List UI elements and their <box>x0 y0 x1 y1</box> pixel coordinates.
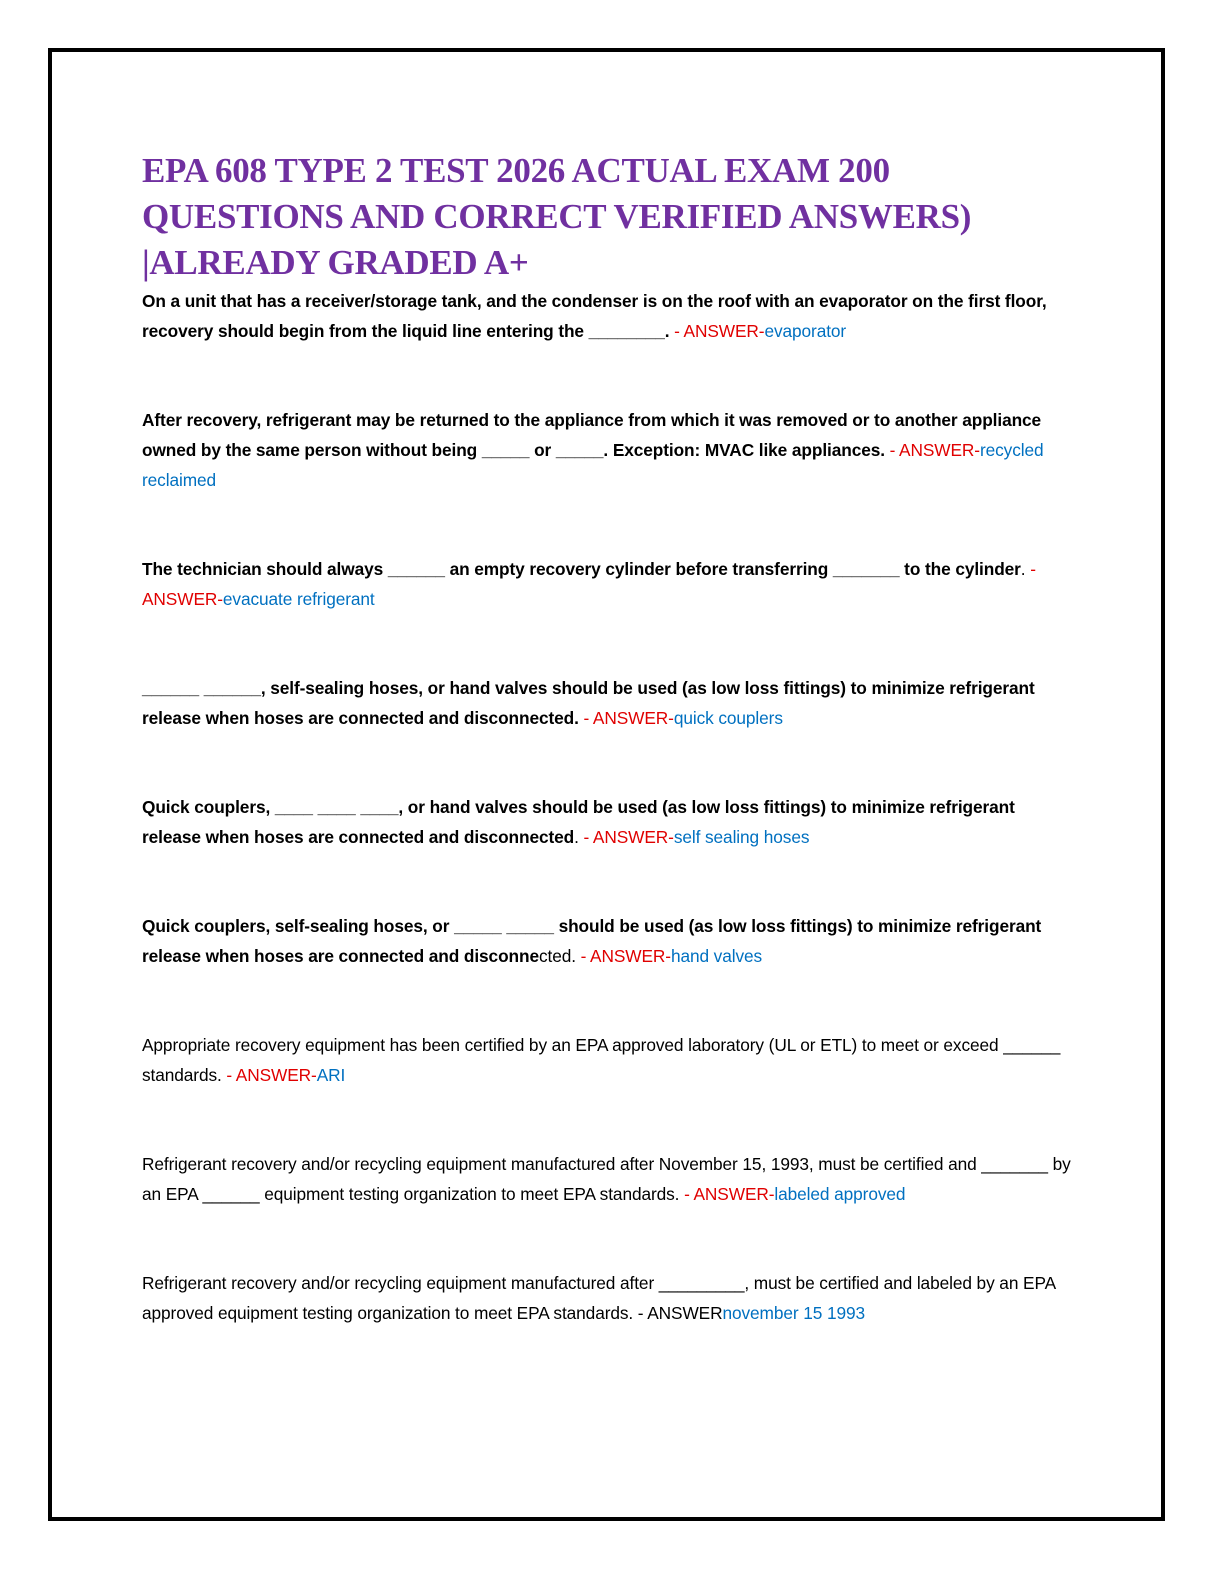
question: Appropriate recovery equipment has been … <box>142 1030 1072 1090</box>
question: Quick couplers, self-sealing hoses, or _… <box>142 911 1072 971</box>
question: After recovery, refrigerant may be retur… <box>142 405 1072 495</box>
segment-answer: november 15 1993 <box>722 1303 865 1323</box>
segment-marker: - ANSWER- <box>578 708 674 728</box>
segment-bold: After recovery, refrigerant may be retur… <box>142 410 1042 460</box>
title-line: |ALREADY GRADED A+ <box>142 243 529 282</box>
title-line: QUESTIONS AND CORRECT VERIFIED ANSWERS) <box>142 197 972 236</box>
segment-plain: Refrigerant recovery and/or recycling eq… <box>142 1273 1056 1323</box>
segment-answer: hand valves <box>670 946 763 966</box>
segment-answer: self sealing hoses <box>673 827 810 847</box>
segment-answer: evacuate refrigerant <box>222 589 375 609</box>
question: On a unit that has a receiver/storage ta… <box>142 286 1072 346</box>
question: Refrigerant recovery and/or recycling eq… <box>142 1149 1072 1209</box>
segment-answer: quick couplers <box>673 708 783 728</box>
question: Refrigerant recovery and/or recycling eq… <box>142 1268 1072 1328</box>
segment-marker: - ANSWER- <box>575 946 671 966</box>
segment-answer: ARI <box>316 1065 346 1085</box>
segment-answer: evaporator <box>764 321 847 341</box>
title: EPA 608 TYPE 2 TEST 2026 ACTUAL EXAM 200… <box>142 148 1072 286</box>
page-border <box>48 48 1165 1521</box>
questions: On a unit that has a receiver/storage ta… <box>142 286 1072 1328</box>
segment-plain: Refrigerant recovery and/or recycling eq… <box>142 1154 1071 1204</box>
segment-marker: - ANSWER- <box>142 559 1036 609</box>
segment-bold: On a unit that has a receiver/storage ta… <box>142 291 1047 341</box>
question: ______ ______, self-sealing hoses, or ha… <box>142 673 1072 733</box>
segment-bold: Quick couplers, ____ ____ ____, or hand … <box>142 797 1015 847</box>
segment-bold: Quick couplers, self-sealing hoses, or _… <box>142 916 1042 966</box>
content: EPA 608 TYPE 2 TEST 2026 ACTUAL EXAM 200… <box>142 148 1072 1387</box>
segment-marker: - ANSWER- <box>578 827 674 847</box>
title-line: EPA 608 TYPE 2 TEST 2026 ACTUAL EXAM 200 <box>142 151 890 190</box>
segment-answer: recycled reclaimed <box>142 440 1044 490</box>
question: Quick couplers, ____ ____ ____, or hand … <box>142 792 1072 852</box>
segment-plain: cted. <box>538 946 576 966</box>
segment-marker: - ANSWER- <box>669 321 765 341</box>
segment-bold: The technician should always ______ an e… <box>142 559 1021 579</box>
segment-plain: Appropriate recovery equipment has been … <box>142 1035 1061 1085</box>
segment-answer: labeled approved <box>774 1184 906 1204</box>
question: The technician should always ______ an e… <box>142 554 1072 614</box>
segment-bold: ______ ______, self-sealing hoses, or ha… <box>142 678 1035 728</box>
segment-marker: - ANSWER- <box>221 1065 317 1085</box>
segment-plain: . <box>574 827 579 847</box>
segment-marker: - ANSWER- <box>679 1184 775 1204</box>
segment-plain: . <box>1020 559 1026 579</box>
segment-marker: - ANSWER- <box>884 440 980 460</box>
